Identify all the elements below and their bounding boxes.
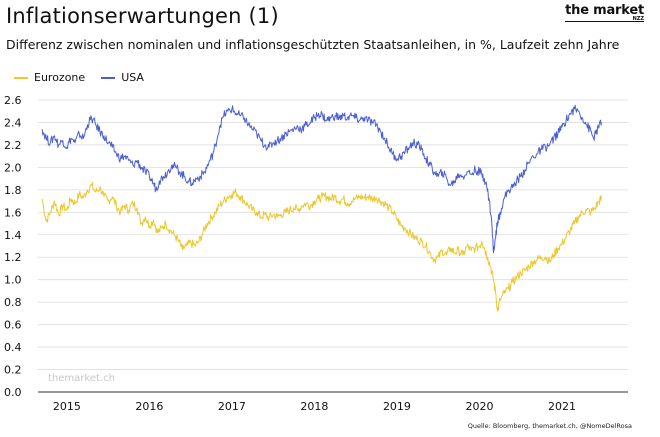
chart-title: Inflationserwartungen (1) (6, 4, 279, 28)
legend-label-usa: USA (121, 71, 144, 84)
legend-item-usa: USA (101, 71, 144, 84)
series-line-usa (41, 104, 603, 254)
legend-item-eurozone: Eurozone (14, 71, 85, 84)
series-line-eurozone (41, 181, 603, 312)
logo-text: the market (565, 3, 644, 18)
chart-subtitle: Differenz zwischen nominalen und inflati… (6, 37, 620, 52)
y-tick-label: 2.4 (4, 116, 22, 129)
y-tick-label: 2.0 (4, 161, 22, 174)
x-tick-label: 2017 (218, 400, 246, 413)
y-tick-label: 1.6 (4, 206, 22, 219)
x-tick-label: 2021 (548, 400, 576, 413)
y-tick-label: 1.4 (4, 229, 22, 242)
x-tick-label: 2018 (300, 400, 328, 413)
y-tick-label: 1.0 (4, 274, 22, 287)
y-tick-label: 1.8 (4, 184, 22, 197)
y-tick-label: 0.2 (4, 364, 22, 377)
y-tick-label: 0.6 (4, 319, 22, 332)
logo-subtext: NZZ (632, 16, 644, 22)
x-tick-label: 2019 (383, 400, 411, 413)
brand-logo[interactable]: the market NZZ (565, 3, 644, 22)
chart-legend: Eurozone USA (14, 71, 144, 84)
y-tick-label: 2.2 (4, 139, 22, 152)
y-tick-label: 0.4 (4, 341, 22, 354)
legend-swatch-eurozone (14, 76, 28, 79)
y-tick-label: 0.8 (4, 296, 22, 309)
x-tick-label: 2016 (135, 400, 163, 413)
x-tick-label: 2020 (465, 400, 493, 413)
x-tick-label: 2015 (53, 400, 81, 413)
watermark: themarket.ch (48, 373, 115, 384)
y-tick-label: 0.0 (4, 386, 22, 399)
y-tick-label: 2.6 (4, 94, 22, 107)
legend-swatch-usa (101, 76, 116, 79)
source-note: Quelle: Bloomberg, themarket.ch, @NomeDe… (467, 422, 632, 430)
legend-label-eurozone: Eurozone (34, 71, 86, 84)
logo-underline (565, 21, 644, 22)
y-tick-label: 1.2 (4, 251, 22, 264)
